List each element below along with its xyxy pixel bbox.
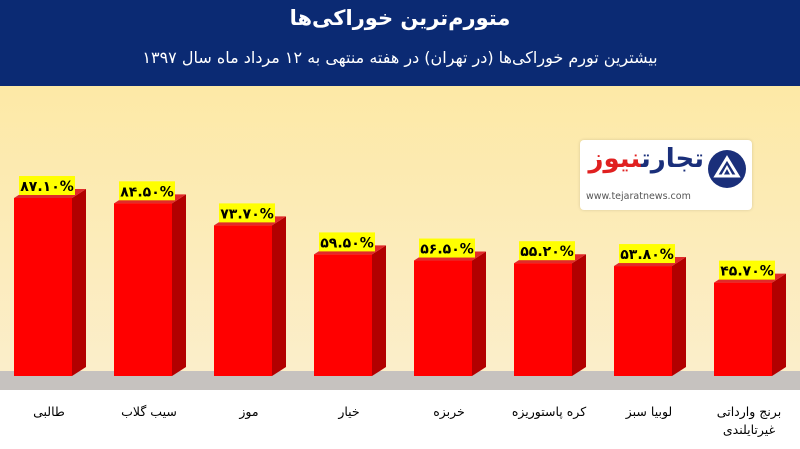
bar-3 [214,216,286,376]
value-label-bg [619,244,675,264]
bar-front [314,254,372,376]
value-label-1: ۸۷.۱۰% [19,176,75,195]
logo-wordmark: تجارتنیوز [589,144,705,174]
chart-subtitle: بیشترین تورم خوراکی‌ها (در تهران) در هفت… [142,48,658,67]
chart-title: متورم‌ترین خوراکی‌ها [289,6,511,30]
category-label-3: موز [238,404,258,420]
logo-wordmark-main: تجارت [641,144,704,174]
value-label-5: ۵۶.۵۰% [419,238,475,258]
value-labels-group: ۸۷.۱۰% ۸۴.۵۰% ۷۳.۷۰% ۵۹.۵۰% ۵۶.۵۰% ۵۵.۲۰% ۵۳.۸… [19,176,775,280]
bar-front [714,282,772,376]
header-banner: متورم‌ترین خوراکی‌ها بیشترین تورم خوراکی… [0,0,800,86]
category-label-2: سیب گلاب [121,404,177,419]
bar-front [614,266,672,376]
value-label-text: ۷۳.۷۰% [220,206,274,222]
bar-front [114,203,172,376]
chart-floor [0,371,800,390]
value-label-text: ۵۶.۵۰% [420,242,474,258]
logo-wordmark-accent: نیوز [588,144,642,174]
value-label-text: ۵۳.۸۰% [620,247,674,263]
bar-front [514,263,572,376]
value-label-3: ۷۳.۷۰% [219,203,275,223]
value-label-text: ۸۷.۱۰% [20,179,74,195]
value-label-text: ۵۹.۵۰% [320,235,374,251]
brand-logo: تجارتنیوز www.tejaratnews.com [580,140,752,210]
value-label-bg [719,260,775,280]
bar-side [72,189,86,376]
bar-side [172,194,186,376]
bars-group [14,189,786,376]
bar-chart: ۸۷.۱۰% ۸۴.۵۰% ۷۳.۷۰% ۵۹.۵۰% ۵۶.۵۰% ۵۵.۲۰% ۵۳.۸… [0,86,800,438]
category-labels-group: طالبی سیب گلاب موز خیار خربزه کره پاستوریزه لو… [33,404,781,438]
bar-8 [714,273,786,376]
value-label-text: ۸۴.۵۰% [120,184,174,200]
bar-front [14,198,72,376]
bar-6 [514,254,586,376]
bar-side [472,251,486,376]
category-label-4: خیار [337,404,359,420]
bar-side [672,257,686,376]
bar-2 [114,194,186,376]
category-label-6: کره پاستوریزه [512,404,586,420]
bar-4 [314,245,386,376]
value-label-8: ۴۵.۷۰% [719,260,775,280]
category-label-5: خربزه [433,404,465,420]
value-label-7: ۵۳.۸۰% [619,244,675,264]
bar-side [372,245,386,376]
bar-side [272,216,286,376]
bar-front [214,225,272,376]
bar-side [772,273,786,376]
logo-emblem-icon [708,150,746,188]
logo-website: www.tejaratnews.com [586,191,691,202]
bar-side [572,254,586,376]
value-label-4: ۵۹.۵۰% [319,232,375,252]
value-label-bg [119,181,175,201]
value-label-bg [219,203,275,223]
value-label-2: ۸۴.۵۰% [119,181,175,201]
bar-5 [414,251,486,376]
bar-front [414,260,472,376]
value-label-text: ۴۵.۷۰% [720,264,774,280]
value-label-bg [519,241,575,261]
value-label-bg [419,238,475,258]
category-label-1: طالبی [33,404,65,419]
category-label-7: لوبیا سبز [625,404,672,420]
value-label-6: ۵۵.۲۰% [519,241,575,261]
value-label-bg [319,232,375,252]
bar-1 [14,189,86,376]
value-label-bg [19,176,75,195]
bar-7 [614,257,686,376]
value-label-text: ۵۵.۲۰% [520,244,574,260]
category-label-8: برنج وارداتی غیرتایلندی [717,404,781,438]
